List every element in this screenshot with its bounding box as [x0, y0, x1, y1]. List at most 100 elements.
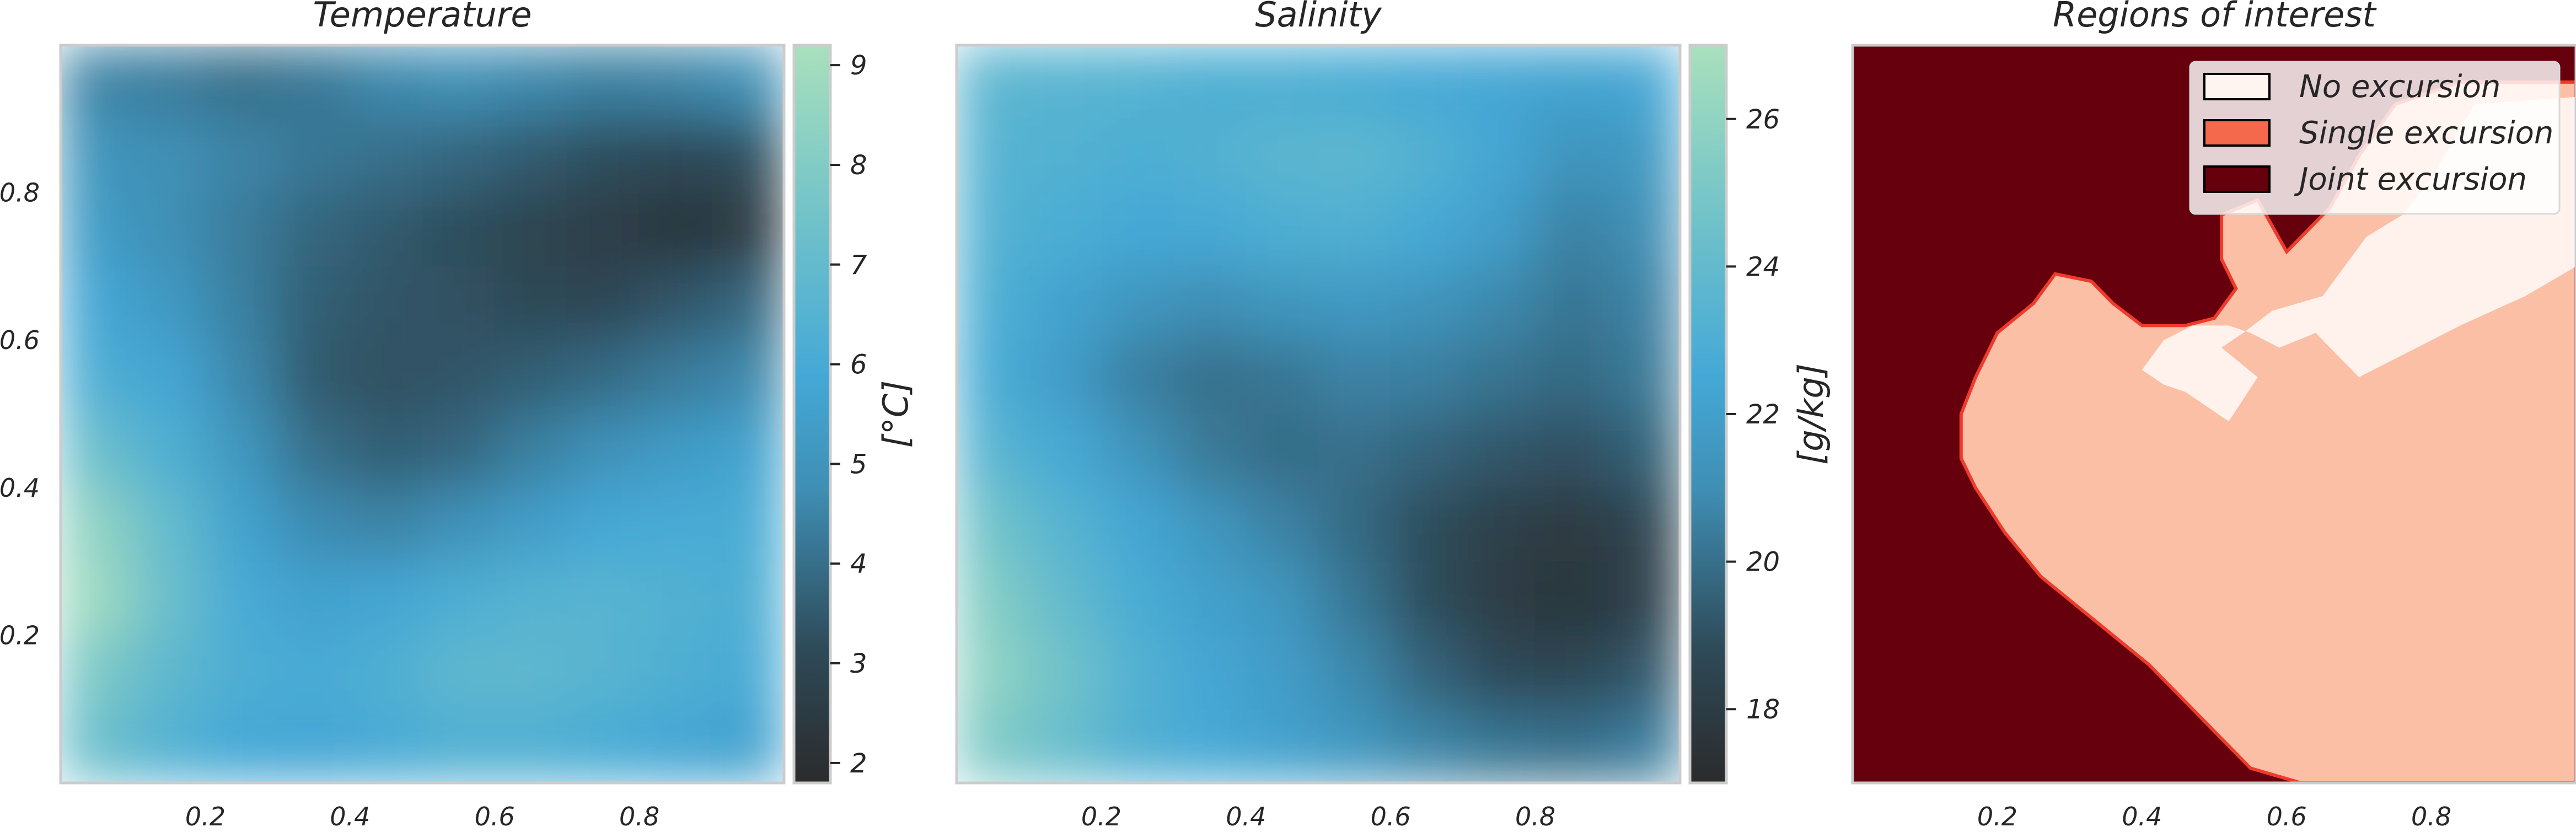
x-tick-label: 0.8: [619, 802, 659, 831]
heatmap-cell: [1029, 340, 1102, 415]
heatmap-cell: [1535, 119, 1608, 194]
heatmap-cell: [711, 340, 784, 415]
legend-label-no-excursion: No excursion: [2299, 69, 2500, 105]
heatmap-cell: [495, 266, 568, 341]
x-tick-label: 0.6: [2267, 802, 2307, 831]
heatmap-cell: [1101, 709, 1174, 783]
colorbar-label-temperature: [°C]: [876, 380, 916, 448]
legend-swatch-no-excursion: [2203, 73, 2271, 100]
colorbar-tick-label: 18: [1746, 694, 1780, 725]
heatmap-cell: [711, 635, 784, 710]
heatmap-cell: [1607, 192, 1680, 267]
heatmap-cell: [1318, 487, 1392, 562]
heatmap-cell: [422, 192, 496, 267]
heatmap-cell: [639, 266, 712, 341]
x-tick-label: 0.2: [185, 802, 226, 831]
colorbar-tick-label: 22: [1746, 399, 1780, 430]
heatmap-cell: [1101, 487, 1174, 562]
heatmap-cell: [1463, 266, 1536, 341]
heatmap-cell: [1463, 192, 1536, 267]
heatmap-cell: [350, 119, 423, 194]
heatmap-cell: [422, 487, 496, 562]
heatmap-cell: [1535, 192, 1608, 267]
heatmap-cell: [1391, 119, 1464, 194]
heatmap-cell: [205, 340, 278, 415]
heatmap-cell: [957, 119, 1030, 194]
x-tick-label: 0.4: [2122, 802, 2162, 831]
heatmap-cell: [1607, 709, 1680, 783]
heatmap-cell: [639, 561, 712, 636]
heatmap-cell: [1391, 487, 1464, 562]
heatmap-cell: [1173, 192, 1247, 267]
colorbar-tick-label: 3: [850, 648, 867, 679]
heatmap-cell: [205, 561, 278, 636]
heatmap-cell: [205, 45, 278, 120]
heatmap-cell: [1463, 340, 1536, 415]
heatmap-cell: [1318, 561, 1392, 636]
heatmap-cell: [1607, 119, 1680, 194]
legend-label-joint-excursion: Joint excursion: [2294, 162, 2527, 197]
heatmap-cell: [1535, 487, 1608, 562]
heatmap-cell: [495, 192, 568, 267]
heatmap-cell: [1101, 340, 1174, 415]
heatmap-cell: [61, 340, 134, 415]
heatmap-cell: [1173, 266, 1247, 341]
heatmap-cell: [1607, 414, 1680, 489]
colorbar-tick-label: 20: [1746, 547, 1780, 578]
heatmap-cell: [1535, 635, 1608, 710]
heatmap-cell: [1391, 45, 1464, 120]
heatmap-cell: [350, 340, 423, 415]
heatmap-cell: [567, 487, 640, 562]
heatmap-cell: [957, 709, 1030, 783]
heatmap-cell: [277, 487, 351, 562]
heatmap-cell: [711, 709, 784, 783]
heatmap-cell: [205, 119, 278, 194]
heatmap-cell: [1246, 119, 1319, 194]
heatmap-cell: [567, 561, 640, 636]
heatmap-cell: [277, 340, 351, 415]
colorbar-tick-label: 9: [850, 50, 867, 81]
heatmap-cell: [957, 45, 1030, 120]
heatmap-cell: [1173, 635, 1247, 710]
colorbar-label-salinity: [g/kg]: [1791, 363, 1831, 465]
heatmap-cell: [1101, 45, 1174, 120]
heatmap-cell: [205, 635, 278, 710]
plot-frame-salinity: [955, 44, 1682, 785]
panel-salinity: Salinity 0.2 0.4 0.6 0.8 18 20 22 24 26 [g/kg]: [955, 0, 1831, 831]
heatmap-cell: [350, 414, 423, 489]
heatmap-cell: [133, 635, 206, 710]
heatmap-cell: [639, 414, 712, 489]
heatmap-cell: [1607, 45, 1680, 120]
heatmap-cell: [1535, 709, 1608, 783]
heatmap-cell: [957, 414, 1030, 489]
heatmap-cell: [1246, 340, 1319, 415]
panel-title-temperature: Temperature: [313, 0, 532, 35]
heatmap-cell: [567, 119, 640, 194]
heatmap-cell: [277, 561, 351, 636]
heatmap-cell: [61, 487, 134, 562]
heatmap-cell: [133, 119, 206, 194]
heatmap-cell: [61, 266, 134, 341]
heatmap-cell: [1391, 635, 1464, 710]
heatmap-cell: [277, 635, 351, 710]
heatmap-cell: [277, 119, 351, 194]
panel-title-salinity: Salinity: [1255, 0, 1382, 35]
heatmap-cell: [1318, 266, 1392, 341]
heatmap-cell: [567, 266, 640, 341]
plot-frame-temperature: [59, 44, 786, 785]
heatmap-cell: [1391, 192, 1464, 267]
colorbar-ticks-salinity: 18 20 22 24 26: [1726, 104, 1780, 725]
heatmap-cell: [61, 414, 134, 489]
heatmap-cell: [1318, 119, 1392, 194]
heatmap-cell: [639, 340, 712, 415]
heatmap-cell: [1173, 119, 1247, 194]
heatmap-cell: [1607, 487, 1680, 562]
heatmap-cell: [1029, 266, 1102, 341]
heatmap-cell: [1246, 709, 1319, 783]
heatmap-cell: [1029, 487, 1102, 562]
heatmap-cell: [205, 266, 278, 341]
heatmap-cell: [711, 561, 784, 636]
heatmap-cell: [1391, 266, 1464, 341]
heatmap-cell: [1535, 414, 1608, 489]
heatmap-cells-temperature: [61, 45, 784, 783]
